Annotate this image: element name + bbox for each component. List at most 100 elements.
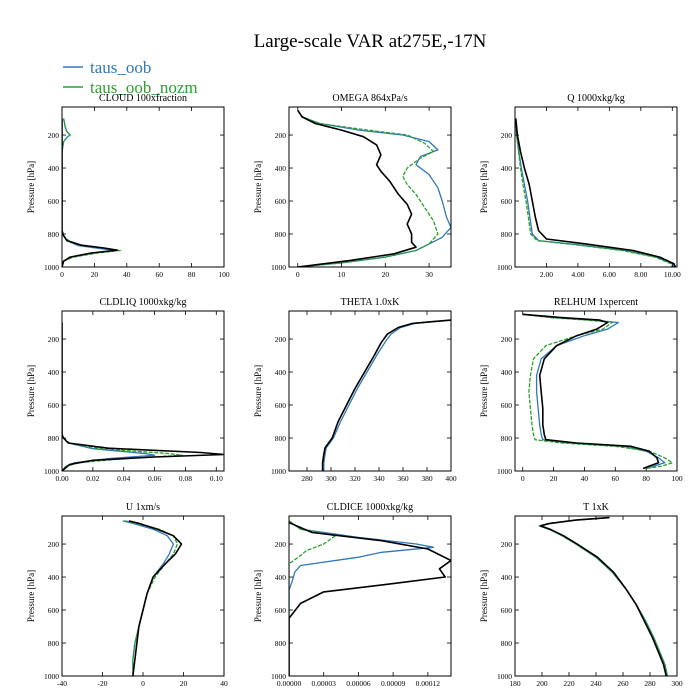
y-axis-label: Pressure [hPa] bbox=[479, 161, 489, 213]
x-tick-label: 240 bbox=[590, 679, 602, 688]
y-tick-label: 1000 bbox=[44, 467, 59, 476]
x-tick-label: 40 bbox=[123, 270, 131, 279]
y-tick-label: 800 bbox=[275, 434, 287, 443]
y-tick-label: 800 bbox=[501, 230, 513, 239]
x-tick-label: 260 bbox=[617, 679, 629, 688]
x-tick-label: 0.00012 bbox=[416, 679, 441, 688]
y-axis-label: Pressure [hPa] bbox=[253, 365, 263, 417]
y-tick-label: 400 bbox=[501, 164, 513, 173]
x-tick-label: 0.00000 bbox=[277, 679, 302, 688]
y-tick-label: 600 bbox=[501, 197, 513, 206]
x-tick-label: 0 bbox=[296, 270, 300, 279]
x-tick-label: 280 bbox=[301, 474, 313, 483]
plot-frame bbox=[61, 106, 225, 268]
legend-label-taus-oob-nozm: taus_oob_nozm bbox=[90, 78, 198, 97]
y-tick-label: 600 bbox=[275, 197, 287, 206]
y-tick-label: 200 bbox=[501, 131, 513, 140]
x-tick-label: 180 bbox=[509, 679, 521, 688]
y-tick-label: 800 bbox=[48, 639, 60, 648]
x-tick-label: 80 bbox=[642, 474, 650, 483]
plot-frame bbox=[61, 515, 225, 677]
y-tick-label: 400 bbox=[275, 368, 287, 377]
series-line-taus-oob-nozm bbox=[321, 319, 451, 471]
series-line-taus-oob-nozm bbox=[538, 516, 669, 676]
y-tick-label: 200 bbox=[48, 335, 60, 344]
series-line-black bbox=[515, 118, 677, 267]
y-axis-label: Pressure [hPa] bbox=[253, 161, 263, 213]
y-tick-label: 800 bbox=[501, 639, 513, 648]
y-tick-label: 800 bbox=[48, 434, 60, 443]
plot-frame bbox=[514, 515, 678, 677]
series-line-taus-oob-nozm bbox=[124, 520, 179, 676]
x-tick-label: 0.06 bbox=[148, 474, 161, 483]
panel-omega: OMEGA 864xPa/s Pressure [hPa] 0 10 20 30 200 40… bbox=[253, 93, 452, 279]
series-line-taus-oob bbox=[538, 516, 669, 676]
y-tick-label: 1000 bbox=[271, 672, 286, 681]
series-line-taus-oob bbox=[122, 520, 175, 676]
x-tick-label: 100 bbox=[218, 270, 230, 279]
x-tick-label: 0.02 bbox=[86, 474, 99, 483]
x-tick-label: 300 bbox=[325, 474, 337, 483]
y-tick-label: 600 bbox=[501, 401, 513, 410]
y-tick-label: 800 bbox=[501, 434, 513, 443]
x-tick-label: 0.00 bbox=[55, 474, 68, 483]
x-tick-label: 300 bbox=[671, 679, 683, 688]
y-tick-label: 400 bbox=[501, 573, 513, 582]
y-tick-label: 200 bbox=[48, 540, 60, 549]
legend: taus_oob taus_oob_nozm bbox=[63, 58, 198, 97]
series-line-black bbox=[321, 319, 451, 471]
x-tick-label: 2.00 bbox=[540, 270, 553, 279]
series-line-taus-oob bbox=[62, 118, 117, 267]
y-tick-label: 400 bbox=[275, 573, 287, 582]
series-line-black bbox=[289, 521, 451, 676]
plot-frame bbox=[288, 106, 452, 268]
x-tick-label: 0.00009 bbox=[381, 679, 406, 688]
x-tick-label: 0.00003 bbox=[312, 679, 337, 688]
series-line-black bbox=[297, 109, 417, 267]
y-tick-label: 400 bbox=[48, 573, 60, 582]
x-tick-label: 360 bbox=[397, 474, 409, 483]
x-tick-label: 20 bbox=[180, 679, 188, 688]
panel-cldice: CLDICE 1000xkg/kg Pressure [hPa] 0.00000 0.… bbox=[253, 502, 452, 688]
plot-frame bbox=[288, 515, 452, 677]
x-tick-label: 60 bbox=[612, 474, 620, 483]
x-tick-label: 4.00 bbox=[571, 270, 584, 279]
series-line-taus-oob bbox=[297, 109, 451, 267]
x-tick-label: -40 bbox=[57, 679, 67, 688]
panel-theta: THETA 1.0xK Pressure [hPa] 280 300 320 340 360… bbox=[253, 297, 457, 483]
panel-cldliq: CLDLIQ 1000xkg/kg Pressure [hPa] 0.00 0.02 0… bbox=[26, 297, 225, 483]
panel-title-u: U 1xm/s bbox=[126, 502, 160, 513]
x-tick-label: 8.00 bbox=[634, 270, 647, 279]
x-tick-label: 30 bbox=[425, 270, 433, 279]
y-tick-label: 200 bbox=[48, 131, 60, 140]
series-line-black bbox=[62, 322, 224, 471]
y-tick-label: 800 bbox=[48, 230, 60, 239]
x-tick-label: 80 bbox=[188, 270, 196, 279]
x-tick-label: 200 bbox=[536, 679, 548, 688]
y-tick-label: 600 bbox=[275, 401, 287, 410]
x-tick-label: 40 bbox=[220, 679, 228, 688]
figure-title: Large-scale VAR at275E,-17N bbox=[254, 31, 487, 52]
panel-u: U 1xm/s Pressure [hPa] -40 -20 0 20 40 200 400 60… bbox=[26, 502, 228, 688]
x-tick-label: 100 bbox=[671, 474, 683, 483]
x-tick-label: 0.00006 bbox=[346, 679, 371, 688]
y-tick-label: 400 bbox=[501, 368, 513, 377]
y-tick-label: 1000 bbox=[44, 263, 59, 272]
y-axis-label: Pressure [hPa] bbox=[479, 365, 489, 417]
x-tick-label: 10 bbox=[338, 270, 346, 279]
plot-frame bbox=[514, 106, 678, 268]
y-tick-label: 1000 bbox=[497, 467, 512, 476]
y-tick-label: 600 bbox=[48, 606, 60, 615]
y-tick-label: 1000 bbox=[271, 467, 286, 476]
x-tick-label: 340 bbox=[373, 474, 385, 483]
x-tick-label: 20 bbox=[91, 270, 99, 279]
y-axis-label: Pressure [hPa] bbox=[26, 570, 36, 622]
x-tick-label: 400 bbox=[445, 474, 457, 483]
series-line-black bbox=[522, 313, 660, 470]
plot-frame bbox=[61, 310, 225, 472]
y-axis-label: Pressure [hPa] bbox=[26, 161, 36, 213]
legend-label-taus-oob: taus_oob bbox=[90, 58, 151, 77]
x-tick-label: 0.08 bbox=[179, 474, 192, 483]
x-tick-label: 0 bbox=[521, 474, 525, 483]
y-tick-label: 200 bbox=[501, 540, 513, 549]
